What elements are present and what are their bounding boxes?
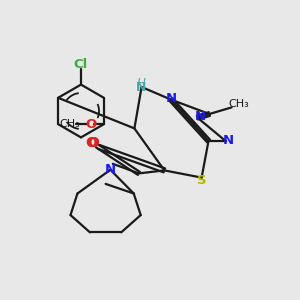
Text: N: N <box>165 92 177 105</box>
Text: N: N <box>195 110 206 123</box>
Text: H: H <box>136 77 145 90</box>
Text: O: O <box>85 118 97 131</box>
Text: Cl: Cl <box>74 58 88 71</box>
Text: N: N <box>223 134 234 148</box>
Text: O: O <box>87 136 99 150</box>
Text: N: N <box>136 81 146 94</box>
Text: CH₃: CH₃ <box>59 119 80 129</box>
Text: S: S <box>197 174 206 187</box>
Text: O: O <box>85 136 98 150</box>
Text: N: N <box>105 163 116 176</box>
Text: CH₃: CH₃ <box>228 99 249 110</box>
